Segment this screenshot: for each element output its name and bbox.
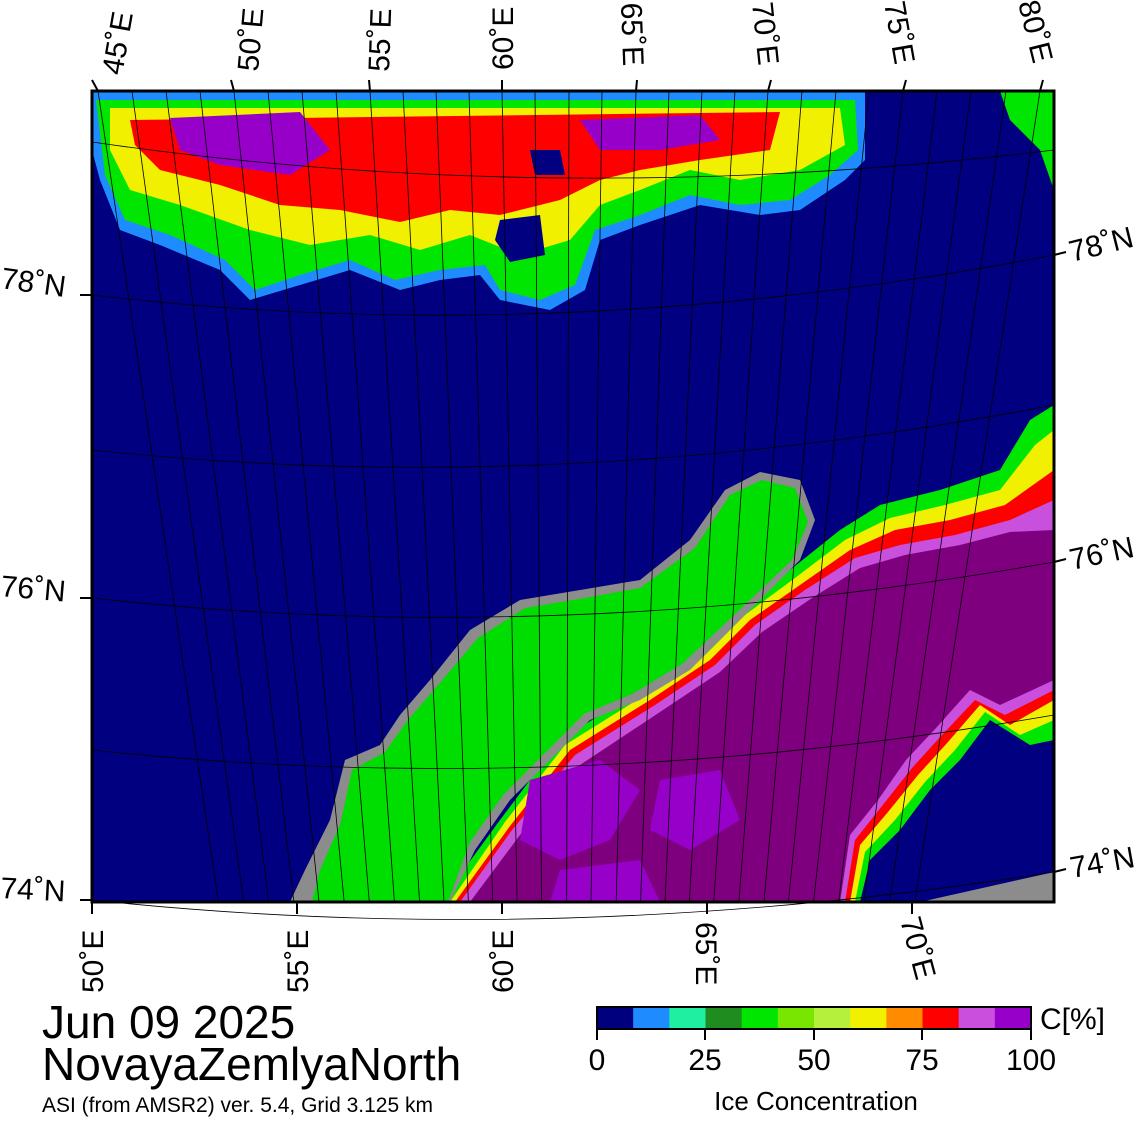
parallel-line bbox=[91, 871, 1055, 920]
meridian-line bbox=[787, 90, 870, 903]
parallel-line bbox=[91, 404, 1055, 468]
legend-unit: C[%] bbox=[1040, 1003, 1106, 1036]
legend-caption: Ice Concentration bbox=[714, 1086, 918, 1116]
parallel-line bbox=[91, 561, 1055, 618]
left-lat-label-78: 78˚N bbox=[0, 262, 68, 304]
meridian-line bbox=[501, 90, 518, 903]
colorbar-segment bbox=[922, 1007, 960, 1029]
right-lat-label-78: 78˚N bbox=[1066, 221, 1137, 269]
novaya-zemlya-land bbox=[312, 480, 808, 902]
map-region-name: NovayaZemlyaNorth bbox=[42, 1038, 462, 1090]
legend-tick-50: 50 bbox=[797, 1044, 831, 1077]
meridian-line bbox=[468, 90, 494, 903]
data-source-subtitle: ASI (from AMSR2) ver. 5.4, Grid 3.125 km bbox=[42, 1094, 433, 1117]
map-frame bbox=[90, 89, 1056, 904]
meridian-line bbox=[199, 90, 295, 903]
colorbar-segment bbox=[994, 1007, 1032, 1029]
parallel-line bbox=[91, 141, 1055, 179]
parallel-line bbox=[91, 714, 1055, 769]
meridian-line bbox=[688, 90, 736, 903]
meridian-line bbox=[369, 90, 420, 903]
parallel-line bbox=[91, 254, 1055, 316]
colorbar-segment bbox=[777, 1007, 815, 1029]
right-lat-label-74: 74˚N bbox=[1067, 841, 1137, 885]
colorbar-segment bbox=[705, 1007, 743, 1029]
legend-tick-100: 100 bbox=[1005, 1044, 1057, 1077]
top-lon-label-65: 65˚E bbox=[614, 2, 649, 66]
bottom-lon-label-55: 55˚E bbox=[282, 930, 315, 993]
northern-ice-polynya bbox=[495, 150, 565, 262]
top-lon-label-45: 45˚E bbox=[96, 9, 140, 77]
meridian-line bbox=[435, 90, 469, 903]
legend-tick-0: 0 bbox=[588, 1044, 606, 1077]
meridian-line bbox=[131, 90, 245, 903]
left-lat-label-74: 74˚N bbox=[0, 872, 66, 908]
colorbar-ticks bbox=[596, 1029, 1032, 1040]
legend-tick-75: 75 bbox=[905, 1044, 939, 1077]
top-lon-label-80: 80˚E bbox=[1011, 0, 1058, 66]
meridian-line bbox=[97, 90, 219, 903]
colorbar-segment bbox=[633, 1007, 670, 1029]
frame-ticks bbox=[80, 79, 1067, 914]
meridian-line bbox=[713, 90, 769, 903]
meridian-line bbox=[738, 90, 803, 903]
northeast-ice-corner bbox=[1000, 91, 1054, 190]
top-lon-label-50: 50˚E bbox=[232, 7, 270, 73]
meridian-line bbox=[664, 90, 703, 903]
meridian-line bbox=[165, 90, 270, 903]
top-lon-label-70: 70˚E bbox=[745, 0, 784, 66]
top-lon-label-75: 75˚E bbox=[877, 0, 921, 67]
colorbar-segment bbox=[958, 1007, 996, 1029]
meridian-line bbox=[640, 90, 670, 903]
top-lon-label-60: 60˚E bbox=[487, 7, 520, 70]
kara-ice-purple-patch bbox=[520, 760, 740, 902]
map-date: Jun 09 2025 bbox=[42, 996, 296, 1048]
colorbar-segment bbox=[886, 1007, 923, 1029]
bottom-lon-label-60: 60˚E bbox=[487, 930, 520, 993]
legend-tick-25: 25 bbox=[688, 1044, 722, 1077]
top-lon-label-55: 55˚E bbox=[363, 8, 398, 72]
meridian-line bbox=[335, 90, 395, 903]
right-lat-label-76: 76˚N bbox=[1067, 531, 1137, 577]
meridian-line bbox=[301, 90, 370, 903]
meridian-line bbox=[233, 90, 320, 903]
meridian-line bbox=[566, 90, 570, 903]
meridian-line bbox=[813, 90, 904, 903]
meridian-line bbox=[402, 90, 445, 903]
bottom-lon-label-65: 65˚E bbox=[689, 922, 722, 985]
meridian-line bbox=[863, 90, 972, 903]
meridian-line bbox=[590, 90, 603, 903]
southeast-land-corner bbox=[920, 872, 1054, 902]
meridian-line bbox=[763, 90, 837, 903]
colorbar-segment bbox=[597, 1007, 634, 1029]
colorbar-segment bbox=[669, 1007, 706, 1029]
bottom-lon-label-50: 50˚E bbox=[77, 930, 110, 993]
colorbar-segment bbox=[741, 1007, 779, 1029]
bottom-lon-label-70: 70˚E bbox=[893, 913, 941, 983]
colorbar-segment bbox=[814, 1007, 851, 1029]
colorbar bbox=[597, 1007, 1032, 1029]
meridian-line bbox=[615, 90, 637, 903]
left-lat-label-76: 76˚N bbox=[0, 570, 67, 609]
meridian-line bbox=[838, 90, 938, 903]
meridian-line bbox=[914, 90, 1041, 903]
graticule bbox=[91, 90, 1055, 920]
meridian-line bbox=[889, 90, 1007, 903]
colorbar-segment bbox=[850, 1007, 887, 1029]
